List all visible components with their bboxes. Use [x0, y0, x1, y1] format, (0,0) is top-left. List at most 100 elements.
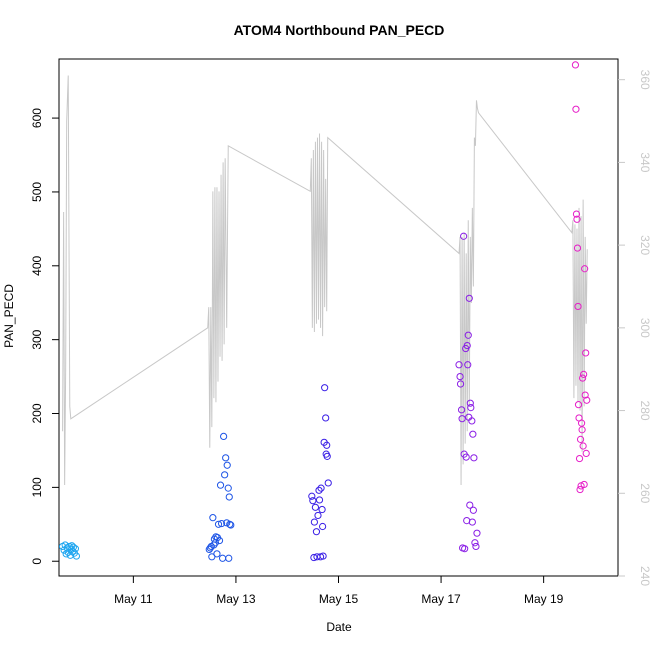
y-tick-label: 400 [30, 255, 44, 275]
y2-tick-label: 240 [638, 566, 650, 586]
chart-title: ATOM4 Northbound PAN_PECD [234, 22, 445, 38]
y2-tick-label: 300 [638, 318, 650, 338]
scatter-point [317, 484, 325, 492]
scatter-point [315, 486, 323, 494]
scatter-point [572, 210, 581, 218]
scatter-point [324, 479, 332, 487]
scatter-point [573, 215, 581, 223]
scatter-point [466, 501, 474, 509]
scatter-point [224, 484, 232, 492]
scatter-point [323, 441, 331, 449]
points-layer [58, 61, 591, 562]
scatter-point [227, 521, 235, 529]
scatter-point [312, 528, 321, 536]
scatter-point [457, 406, 466, 414]
scatter-point [578, 426, 586, 434]
y2-tick-label: 320 [638, 235, 650, 255]
scatter-point [581, 265, 589, 273]
scatter-point [226, 520, 234, 528]
scatter-point [456, 372, 464, 381]
scatter-point [464, 361, 472, 369]
scatter-point [462, 453, 470, 461]
scatter-point [220, 432, 228, 441]
scatter-point [458, 415, 466, 423]
scatter-point [310, 518, 318, 526]
scatter-point [319, 552, 327, 560]
y-axis-label: PAN_PECD [2, 284, 16, 348]
scatter-point [318, 505, 326, 514]
x-tick-label: May 17 [421, 592, 461, 606]
scatter-point [582, 349, 590, 357]
scatter-point [314, 511, 322, 520]
scatter-point [467, 404, 475, 412]
x-axis-label: Date [326, 620, 352, 634]
scatter-point [468, 417, 476, 425]
scatter-point [315, 496, 324, 504]
x-tick-label: May 15 [319, 592, 359, 606]
scatter-point [225, 493, 233, 501]
scatter-point [572, 105, 580, 113]
scatter-point [473, 529, 481, 537]
scatter-point [576, 435, 585, 443]
scatter-point [463, 341, 471, 350]
scatter-point [217, 519, 226, 528]
scatter-point [213, 550, 221, 558]
scatter-point [574, 302, 582, 311]
scatter-point [465, 294, 473, 302]
scatter-point [71, 545, 80, 553]
scatter-point [225, 554, 233, 562]
x-tick-label: May 19 [524, 592, 564, 606]
scatter-point [461, 545, 469, 553]
scatter-point [460, 232, 468, 240]
scatter-point [580, 370, 588, 378]
scatter-point [311, 503, 320, 511]
scatter-point [573, 244, 582, 252]
scatter-point [215, 536, 224, 545]
scatter-point [222, 454, 230, 462]
x-tick-label: May 11 [114, 592, 153, 606]
scatter-point [579, 374, 587, 382]
y2-tick-label: 260 [638, 483, 650, 503]
scatter-point [472, 542, 480, 551]
scatter-point [309, 497, 317, 505]
scatter-point [322, 414, 330, 422]
scatter-point [575, 454, 584, 463]
axes-layer: May 11 May 13 May 15 May 17 May 19 0 100 200 300… [30, 70, 650, 606]
scatter-point [574, 401, 583, 409]
scatter-point [221, 471, 229, 479]
scatter-point [456, 380, 465, 388]
scatter-point [471, 539, 479, 547]
y-tick-label: 100 [30, 477, 44, 497]
scatter-point [470, 454, 478, 462]
y-tick-label: 600 [30, 108, 44, 128]
scatter-point [468, 518, 476, 526]
scatter-point [321, 384, 329, 392]
scatter-point [308, 492, 316, 500]
scatter-point [455, 361, 463, 369]
scatter-point [216, 481, 225, 489]
scatter-point [469, 430, 477, 438]
x-tick-label: May 13 [216, 592, 256, 606]
scatter-point [582, 449, 590, 457]
scatter-point [464, 331, 472, 339]
scatter-point [209, 514, 217, 522]
scatter-point [579, 442, 587, 450]
y-tick-label: 500 [30, 182, 44, 202]
scatter-point [581, 391, 589, 399]
y2-tick-label: 360 [638, 70, 650, 90]
scatter-point [469, 506, 477, 514]
scatter-point [310, 553, 318, 562]
y-tick-label: 300 [30, 329, 44, 349]
scatter-point [214, 520, 223, 528]
y2-tick-label: 340 [638, 152, 650, 172]
y2-tick-label: 280 [638, 401, 650, 421]
y-tick-label: 200 [30, 403, 44, 423]
scatter-point [323, 452, 331, 460]
line-layer [62, 75, 588, 486]
scatter-point [571, 61, 580, 69]
secondary-line-series [62, 75, 588, 486]
y-tick-label: 0 [30, 558, 44, 565]
scatter-point [223, 461, 231, 469]
